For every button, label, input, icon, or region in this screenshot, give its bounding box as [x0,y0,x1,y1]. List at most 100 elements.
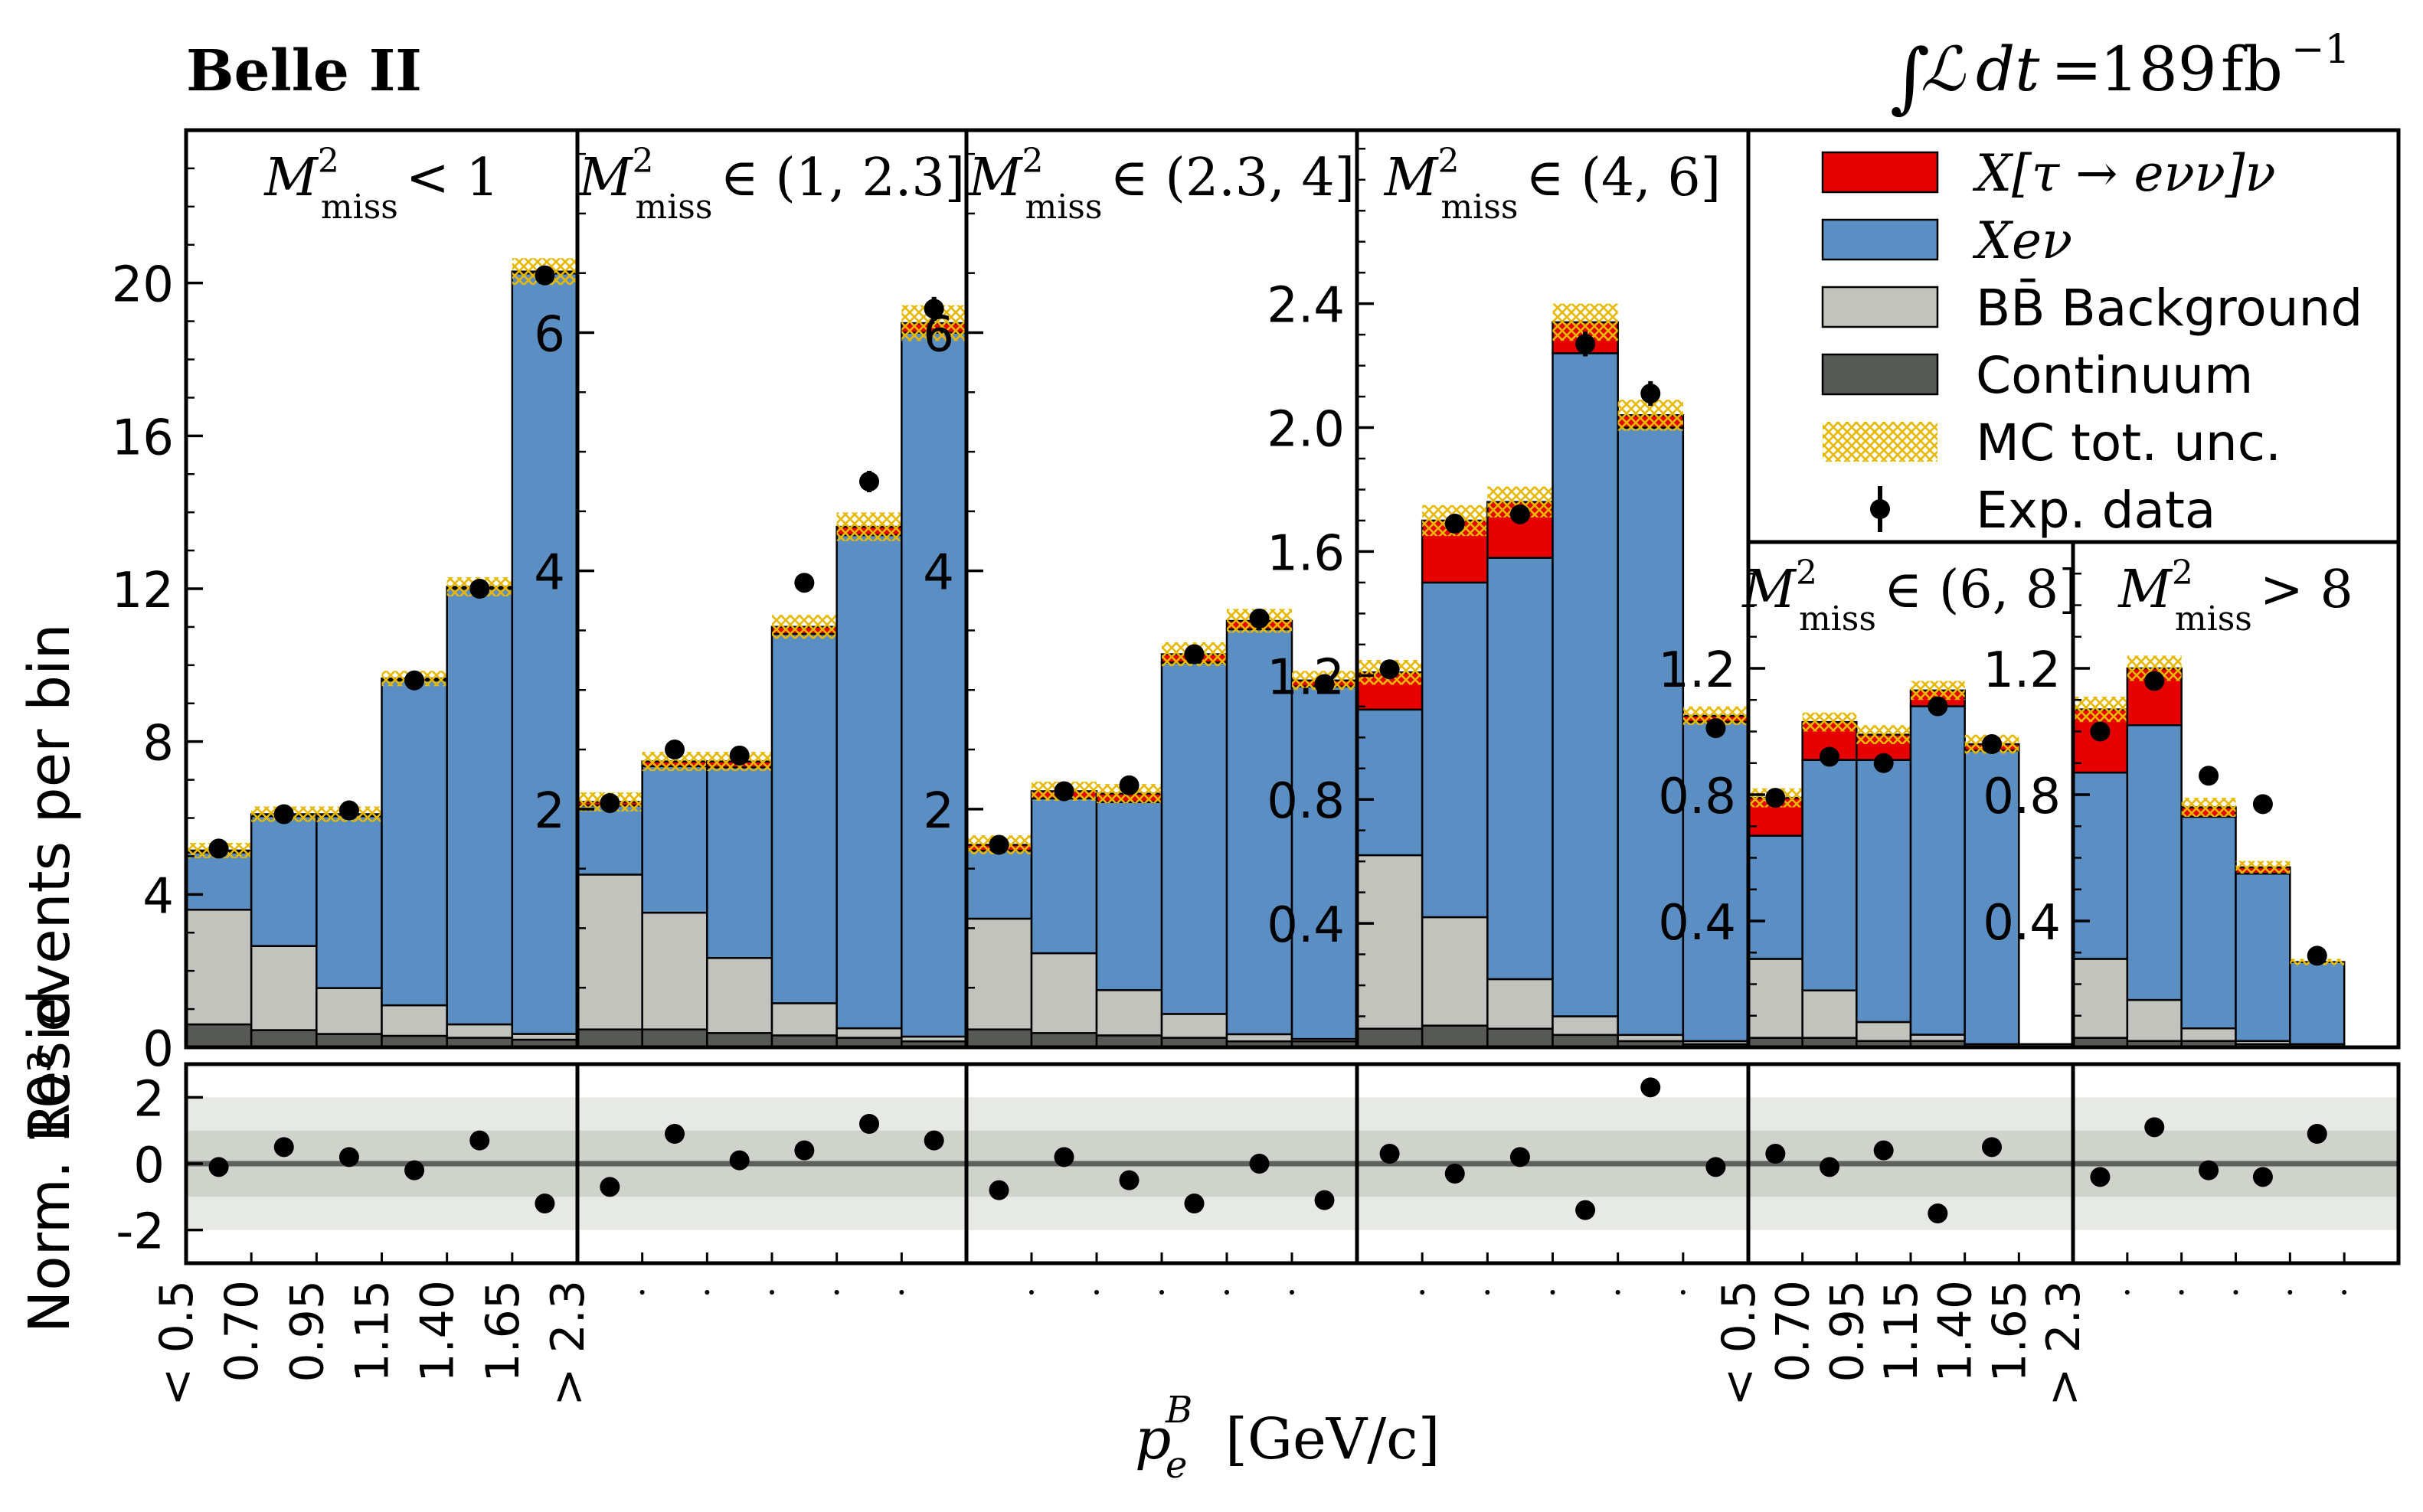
y-tick-label: 0.4 [1658,895,1736,952]
residual-panel-3 [964,1062,1359,1265]
residual-point [1982,1137,2002,1158]
x-tick-label: > 2.3 [541,1280,595,1406]
y-tick-label: 2.4 [1267,278,1345,335]
x-tick-dot [1615,1290,1620,1295]
residual-point [1705,1157,1726,1177]
data-point [469,579,490,599]
residual-point [665,1124,685,1144]
data-point [1379,659,1400,680]
bb-background-bar [1355,854,1424,1030]
xenu-bar [641,765,708,914]
data-point [1119,775,1140,795]
xenu-bar [1801,759,1858,991]
x-axis-label: p e B [GeV/c] [1135,1389,1440,1487]
bb-background-bar [1856,1021,1912,1042]
panel-label-sup: 2 [1796,554,1817,593]
bb-background-bar [1747,958,1803,1039]
panel-label-m: M [967,148,1024,208]
data-point [794,573,815,593]
legend-xenu-swatch [1821,218,1939,261]
data-point [989,834,1009,855]
panel-label-sub: miss [636,188,713,227]
xenu-bar [2235,872,2291,1042]
residual-point [729,1150,750,1171]
data-point [1184,644,1205,665]
x-tick-label: > 2.3 [2037,1280,2091,1406]
xenu-bar [1964,749,2020,1046]
residual-panel-5 [1746,1062,2075,1265]
xenu-bar [316,815,383,989]
data-point [859,471,879,491]
panel-label-relation: ∈ (4, 6] [1525,148,1721,208]
x-label-superscript: B [1165,1389,1192,1432]
bb-background-bar [1030,952,1098,1034]
residual-point [535,1194,555,1213]
data-point [2144,671,2165,691]
integral-sign: ∫ [1890,32,1930,122]
bb-background-bar [1801,989,1858,1039]
lumi-symbol: ℒ [1921,34,1966,105]
xenu-bar [2289,961,2346,1046]
data-point [1249,608,1270,629]
mc-uncertainty-band [2181,798,2236,817]
residual-y-tick-label: 2 [133,1071,165,1128]
luminosity-label: ∫ ℒ dt = 189 fb −1 [1890,27,2350,122]
legend-cont-label: Continuum [1976,346,2253,405]
xenu-bar [1030,797,1098,955]
x-label-unit: [GeV/c] [1225,1406,1440,1472]
mc-uncertainty-band [2073,697,2127,723]
residual-point [1184,1194,1205,1213]
x-tick-dot [2124,1290,2130,1295]
xenu-bar [1747,834,1803,960]
residual-panel-6 [2071,1062,2401,1265]
xenu-bar [1225,628,1293,1036]
panel-label: M2 miss ∈ (4, 6] [1383,142,1721,227]
continuum-bar [1030,1032,1098,1049]
bb-background-bar [381,1004,448,1037]
residual-panel-2 [575,1062,969,1265]
bb-background-bar [706,957,773,1034]
xenu-bar [901,331,968,1038]
x-label-p: p [1135,1406,1171,1472]
xenu-bar [1160,661,1228,1015]
panel-label-relation: < 1 [406,148,499,208]
y-axis-label: 10³ events per bin [17,623,83,1145]
legend-bb-swatch [1821,286,1939,328]
xenu-bar [1486,557,1554,981]
mc-uncertainty-band [2235,861,2291,874]
panel-label-relation: ∈ (2.3, 4] [1110,148,1355,208]
data-point [665,740,685,760]
continuum-bar [576,1028,643,1049]
data-point [1705,718,1726,739]
residual-point [1928,1203,1948,1223]
x-tick-label: 1.40 [411,1280,465,1383]
panel-label: M2 miss ∈ (2.3, 4] [967,142,1355,227]
lumi-equals: = [2051,34,2102,105]
continuum-bar [1486,1027,1554,1049]
xenu-bar [381,679,448,1007]
data-point [273,804,294,825]
xenu-bar [1421,581,1489,919]
data-point [1314,674,1335,694]
x-tick-dot [1290,1290,1294,1295]
xenu-bar [770,632,838,1004]
panel-label-sup: 2 [633,142,654,181]
x-tick-dot [1225,1290,1229,1295]
data-point [1928,696,1948,717]
bb-background-bar [835,1027,903,1039]
residual-point [1509,1147,1530,1167]
x-tick-dot [899,1290,904,1295]
legend-unc-swatch [1823,422,1937,462]
panel-label-m: M [263,148,319,208]
residual-point [273,1137,294,1158]
bb-background-bar [185,909,253,1026]
xenu-bar [511,272,579,1035]
y-tick-label: 1.2 [1983,642,2061,699]
y-tick-label: 6 [923,306,954,363]
data-point [2199,766,2219,786]
residual-point [1314,1190,1335,1210]
bb-background-bar [250,945,318,1031]
panel-4: 0.4 0.8 1.2 1.6 2.0 2.4 M2 miss ∈ (4, 6] [1267,128,1751,1050]
